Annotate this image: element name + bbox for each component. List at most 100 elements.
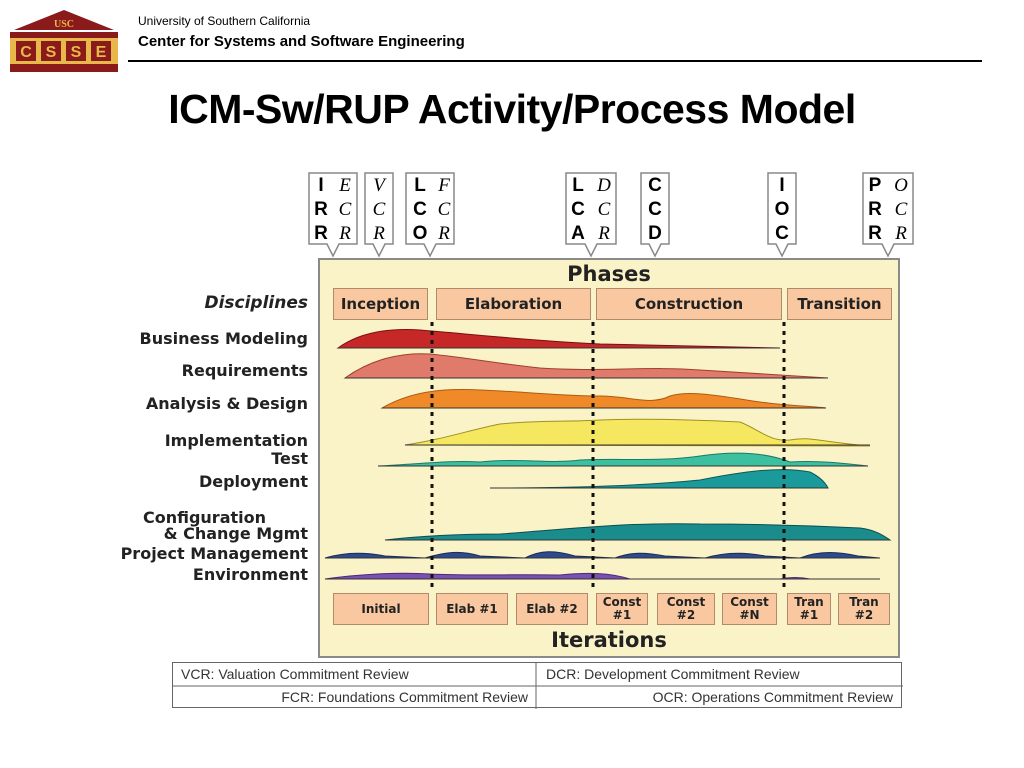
phase-transition: Transition bbox=[787, 288, 892, 320]
header-divider bbox=[128, 60, 982, 62]
iteration-label: Tran bbox=[794, 595, 824, 609]
logo-usc-text: USC bbox=[54, 19, 74, 30]
milestone-letter: R bbox=[598, 223, 610, 244]
milestone-letter: C bbox=[338, 199, 352, 220]
milestone-letter: C bbox=[648, 199, 662, 220]
iteration-label: Elab #1 bbox=[446, 601, 498, 616]
iteration-label: Tran bbox=[849, 595, 879, 609]
discipline-implementation: Implementation bbox=[164, 431, 308, 450]
iteration-label: Const bbox=[666, 595, 706, 609]
milestone-letter: D bbox=[597, 175, 611, 196]
hump-analysis-design bbox=[380, 389, 827, 409]
university-name: University of Southern California bbox=[138, 14, 311, 28]
center-name: Center for Systems and Software Engineer… bbox=[138, 33, 465, 50]
hump-business-modeling bbox=[336, 329, 781, 349]
callout-arrow-shape bbox=[364, 172, 394, 258]
milestone-letter: L bbox=[572, 175, 584, 196]
milestone-letter: D bbox=[648, 223, 662, 244]
discipline-project-management: Project Management bbox=[120, 544, 308, 563]
milestone-letter: R bbox=[314, 223, 328, 244]
discipline-configuration: Configuration bbox=[142, 508, 266, 527]
phase-elaboration: Elaboration bbox=[436, 288, 591, 320]
iteration-const-1: Const #1 bbox=[596, 593, 648, 625]
hump-requirements bbox=[343, 353, 829, 379]
phases-title: Phases bbox=[567, 262, 651, 286]
phase-construction: Construction bbox=[596, 288, 782, 320]
iteration-initial: Initial bbox=[333, 593, 429, 625]
iteration-number: #2 bbox=[676, 608, 696, 622]
csse-logo: USC C S S E bbox=[10, 10, 118, 72]
discipline-change-mgmt: & Change Mgmt bbox=[163, 524, 308, 543]
milestone-letter: F bbox=[438, 175, 450, 196]
milestone-letter: A bbox=[571, 223, 585, 244]
milestone-letter: C bbox=[648, 175, 662, 196]
iteration-label: Const bbox=[730, 595, 769, 609]
milestone-letter: V bbox=[373, 175, 385, 196]
iteration-elab-2: Elab #2 bbox=[516, 593, 588, 625]
milestone-letter: R bbox=[373, 223, 385, 244]
milestone-letter: I bbox=[779, 175, 785, 196]
disciplines-heading: Disciplines bbox=[204, 293, 308, 313]
iteration-number: #N bbox=[739, 608, 760, 622]
discipline-test: Test bbox=[271, 449, 308, 468]
phase-inception: Inception bbox=[333, 288, 428, 320]
logo-letter: S bbox=[71, 44, 82, 61]
milestone-letter: R bbox=[868, 223, 882, 244]
hump-config-change bbox=[384, 523, 892, 541]
milestone-letter: R bbox=[895, 223, 907, 244]
milestone-letter: C bbox=[413, 199, 427, 220]
milestone-letter: O bbox=[412, 223, 428, 244]
iteration-const-2: Const #2 bbox=[657, 593, 715, 625]
discipline-business-modeling: Business Modeling bbox=[139, 329, 308, 348]
hump-project-mgmt bbox=[324, 551, 881, 559]
iteration-number: #2 bbox=[854, 608, 874, 622]
discipline-requirements: Requirements bbox=[181, 361, 308, 380]
callout-arrow-shape bbox=[405, 172, 455, 258]
milestone-letter: E bbox=[339, 175, 351, 196]
discipline-deployment: Deployment bbox=[198, 472, 308, 491]
legend-dcr: DCR: Development Commitment Review bbox=[546, 666, 800, 682]
hump-environment bbox=[324, 572, 811, 580]
milestone-letter: P bbox=[868, 175, 882, 196]
iteration-tran-2: Tran #2 bbox=[838, 593, 890, 625]
milestone-letter: C bbox=[571, 199, 585, 220]
iteration-label: Initial bbox=[361, 601, 401, 616]
milestone-letter: R bbox=[339, 223, 351, 244]
legend-vcr: VCR: Valuation Commitment Review bbox=[181, 666, 409, 682]
milestone-letter: C bbox=[894, 199, 908, 220]
milestone-letter: R bbox=[314, 199, 328, 220]
rup-diagram-panel bbox=[318, 258, 900, 658]
discipline-analysis-design: Analysis & Design bbox=[145, 394, 308, 413]
logo-letter: S bbox=[46, 44, 57, 61]
iteration-const-n: Const #N bbox=[722, 593, 777, 625]
callout-arrow-shape bbox=[565, 172, 617, 258]
logo-letter: E bbox=[96, 44, 107, 61]
callout-arrow-shape bbox=[767, 172, 797, 258]
iteration-tran-1: Tran #1 bbox=[787, 593, 831, 625]
slide-title: ICM-Sw/RUP Activity/Process Model bbox=[168, 86, 856, 132]
logo-letter: C bbox=[20, 44, 32, 61]
milestone-letter: C bbox=[597, 199, 611, 220]
hump-deployment bbox=[489, 469, 829, 489]
iterations-title: Iterations bbox=[551, 628, 667, 652]
discipline-environment: Environment bbox=[192, 565, 308, 584]
iteration-number: #1 bbox=[799, 608, 819, 622]
iteration-label: Const bbox=[602, 595, 642, 609]
milestone-letter: C bbox=[372, 199, 386, 220]
